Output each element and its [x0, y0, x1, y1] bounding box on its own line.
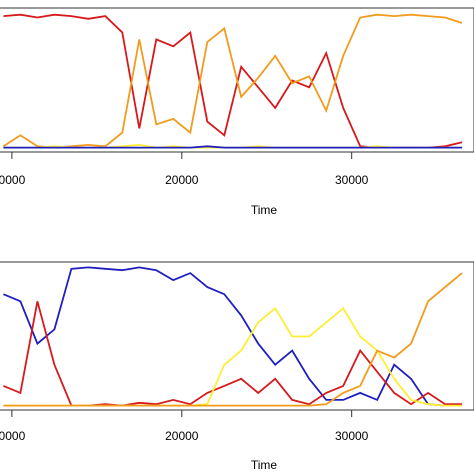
plot-frame — [0, 261, 474, 411]
series-line — [3, 301, 463, 407]
x-tick-label: 30000 — [335, 173, 369, 187]
x-axis-label: Time — [251, 458, 278, 472]
x-axis-label: Time — [251, 203, 278, 217]
x-tick-label: 0000 — [0, 173, 26, 187]
series-line — [3, 145, 463, 149]
series-line — [3, 13, 463, 149]
x-tick-label: 30000 — [335, 429, 369, 443]
x-tick-label: 0000 — [0, 429, 26, 443]
series-line — [2, 13, 463, 149]
x-tick-label: 20000 — [165, 173, 199, 187]
plot-frame — [0, 7, 474, 153]
x-tick-label: 20000 — [165, 429, 199, 443]
series-line — [3, 272, 463, 407]
series-line — [3, 266, 463, 407]
